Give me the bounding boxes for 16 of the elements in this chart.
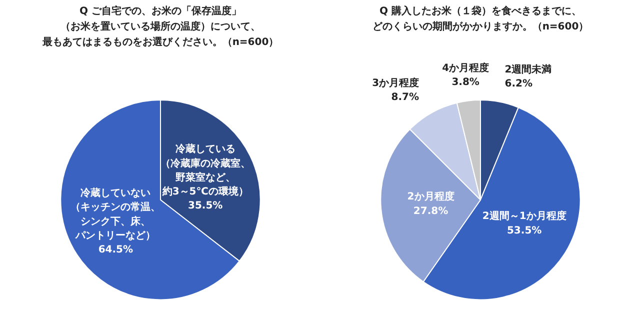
slice-label: 3か月程度 <box>372 76 420 89</box>
slice-label: 2か月程度 <box>407 190 454 203</box>
slice-label: 4か月程度 <box>442 62 490 74</box>
data-label: 64.5% <box>98 244 134 256</box>
chart-title: Q ご自宅での、お米の「保存温度」（お米を置いている場所の温度）について、最もあてはまるものをお選びください。（n=600） <box>41 5 279 48</box>
slice-label: 2週間～1か月程度 <box>482 210 566 222</box>
data-label: 3.8% <box>452 76 480 88</box>
chart-title: Q 購入したお米（１袋）を食べきるまでに、どのくらいの期間がかかりますか。（n=600） <box>372 5 589 33</box>
slice-label: 冷蔵している（冷蔵庫の冷蔵室、野菜室など、約3～5℃の環境） <box>160 143 250 198</box>
data-label: 8.7% <box>391 92 420 104</box>
slice-label: 2週間未満 <box>504 63 552 76</box>
data-label: 53.5% <box>506 225 542 236</box>
slice-label: 冷蔵していない（キッチンの常温、シンク下、床、パントリーなど） <box>70 187 161 242</box>
data-label: 6.2% <box>504 78 533 90</box>
data-label: 27.8% <box>413 206 448 217</box>
data-label: 35.5% <box>188 200 223 212</box>
